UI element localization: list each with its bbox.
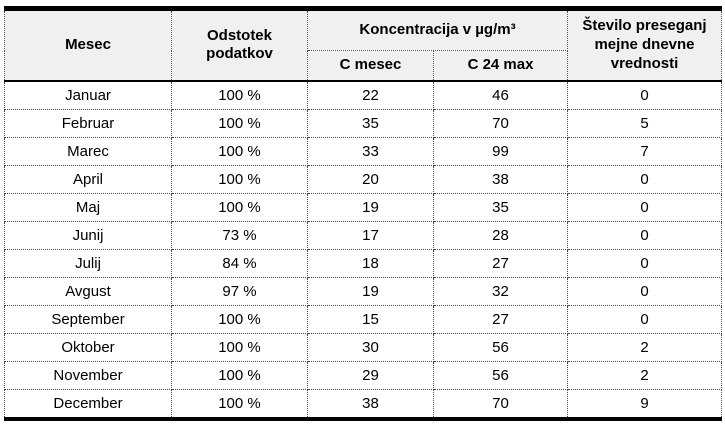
cell-odstotek: 73 % (171, 220, 308, 250)
cell-preseganja: 0 (567, 276, 722, 306)
cell-c-24-max: 35 (433, 192, 568, 222)
cell-c-mesec: 20 (307, 164, 434, 194)
table-row: Junij 73 % 17 28 0 (4, 220, 722, 250)
cell-c-24-max: 46 (433, 80, 568, 110)
cell-odstotek: 97 % (171, 276, 308, 306)
cell-c-mesec: 38 (307, 388, 434, 419)
cell-odstotek: 100 % (171, 136, 308, 166)
column-header-mesec: Mesec (4, 8, 172, 82)
table-row: Januar 100 % 22 46 0 (4, 80, 722, 110)
cell-preseganja: 0 (567, 304, 722, 334)
cell-c-24-max: 32 (433, 276, 568, 306)
cell-c-mesec: 29 (307, 360, 434, 390)
cell-mesec: November (4, 360, 172, 390)
cell-mesec: Marec (4, 136, 172, 166)
cell-odstotek: 100 % (171, 360, 308, 390)
cell-c-24-max: 56 (433, 360, 568, 390)
table-row: Oktober 100 % 30 56 2 (4, 332, 722, 362)
cell-preseganja: 9 (567, 388, 722, 419)
cell-c-24-max: 70 (433, 108, 568, 138)
cell-mesec: Januar (4, 80, 172, 110)
table-body: Januar 100 % 22 46 0 Februar 100 % 35 70… (4, 80, 722, 419)
cell-preseganja: 7 (567, 136, 722, 166)
cell-preseganja: 0 (567, 192, 722, 222)
cell-mesec: Oktober (4, 332, 172, 362)
cell-mesec: April (4, 164, 172, 194)
cell-odstotek: 100 % (171, 304, 308, 334)
cell-c-24-max: 56 (433, 332, 568, 362)
cell-preseganja: 2 (567, 360, 722, 390)
cell-odstotek: 100 % (171, 332, 308, 362)
cell-preseganja: 0 (567, 164, 722, 194)
cell-odstotek: 84 % (171, 248, 308, 278)
cell-c-24-max: 28 (433, 220, 568, 250)
cell-c-mesec: 35 (307, 108, 434, 138)
cell-mesec: September (4, 304, 172, 334)
cell-preseganja: 0 (567, 248, 722, 278)
cell-preseganja: 0 (567, 80, 722, 110)
cell-c-mesec: 18 (307, 248, 434, 278)
cell-c-mesec: 15 (307, 304, 434, 334)
cell-c-24-max: 70 (433, 388, 568, 419)
column-header-c-24-max: C 24 max (433, 50, 568, 82)
cell-c-mesec: 30 (307, 332, 434, 362)
cell-c-mesec: 19 (307, 192, 434, 222)
cell-c-24-max: 99 (433, 136, 568, 166)
table-row: Februar 100 % 35 70 5 (4, 108, 722, 138)
cell-preseganja: 0 (567, 220, 722, 250)
cell-c-24-max: 27 (433, 248, 568, 278)
cell-c-mesec: 19 (307, 276, 434, 306)
table-row: April 100 % 20 38 0 (4, 164, 722, 194)
column-header-odstotek-podatkov: Odstotek podatkov (171, 8, 308, 82)
header-row-main: Mesec Odstotek podatkov Koncentracija v … (4, 8, 722, 82)
cell-c-mesec: 17 (307, 220, 434, 250)
column-header-stevilo-preseganj: Število preseganj mejne dnevne vrednosti (567, 8, 722, 82)
cell-odstotek: 100 % (171, 164, 308, 194)
cell-mesec: Avgust (4, 276, 172, 306)
table-row: November 100 % 29 56 2 (4, 360, 722, 390)
cell-odstotek: 100 % (171, 388, 308, 419)
column-header-c-mesec: C mesec (307, 50, 434, 82)
cell-mesec: Februar (4, 108, 172, 138)
cell-c-24-max: 27 (433, 304, 568, 334)
table-row: December 100 % 38 70 9 (4, 388, 722, 419)
monthly-concentration-table: Mesec Odstotek podatkov Koncentracija v … (4, 6, 722, 421)
cell-odstotek: 100 % (171, 80, 308, 110)
cell-mesec: Julij (4, 248, 172, 278)
cell-c-mesec: 33 (307, 136, 434, 166)
cell-odstotek: 100 % (171, 108, 308, 138)
table-header: Mesec Odstotek podatkov Koncentracija v … (4, 8, 722, 82)
cell-c-mesec: 22 (307, 80, 434, 110)
cell-odstotek: 100 % (171, 192, 308, 222)
cell-mesec: December (4, 388, 172, 419)
cell-mesec: Maj (4, 192, 172, 222)
cell-preseganja: 2 (567, 332, 722, 362)
table-row: Julij 84 % 18 27 0 (4, 248, 722, 278)
column-header-koncentracija: Koncentracija v µg/m³ (307, 8, 568, 51)
table-row: September 100 % 15 27 0 (4, 304, 722, 334)
header-row-sub: C mesec C 24 max (5, 50, 722, 82)
table-row: Maj 100 % 19 35 0 (4, 192, 722, 222)
cell-mesec: Junij (4, 220, 172, 250)
table-row: Marec 100 % 33 99 7 (4, 136, 722, 166)
cell-preseganja: 5 (567, 108, 722, 138)
cell-c-24-max: 38 (433, 164, 568, 194)
table-row: Avgust 97 % 19 32 0 (4, 276, 722, 306)
